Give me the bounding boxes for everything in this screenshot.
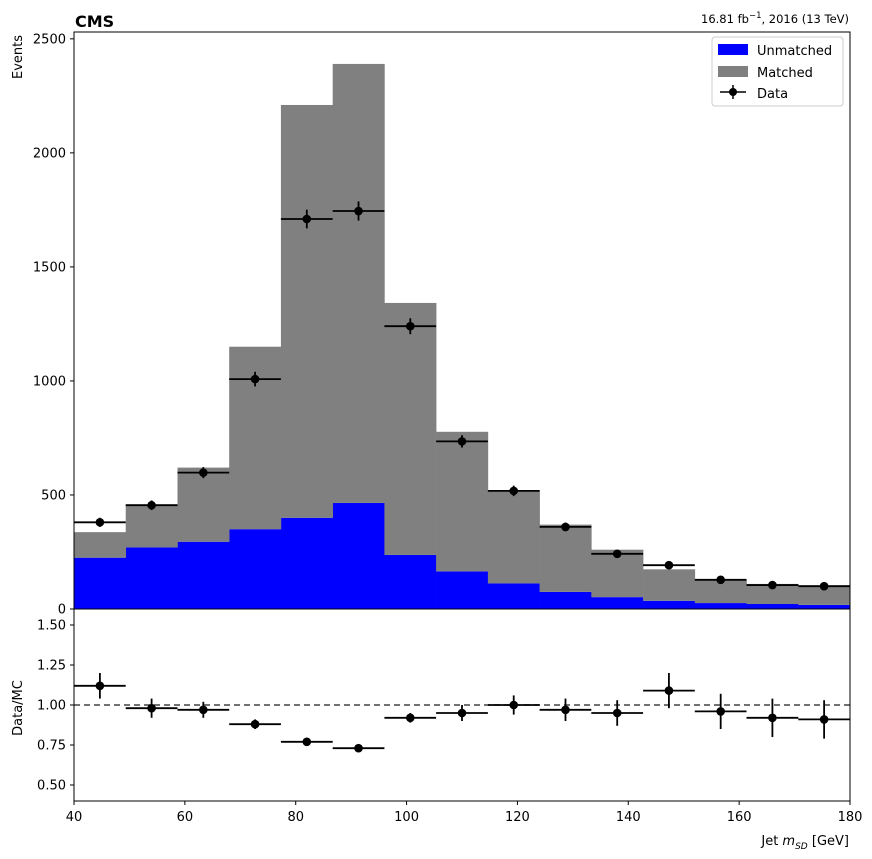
data-point-14 [798,581,850,591]
bar-unmatched-8 [487,583,540,609]
ratio-y-axis-label: Data/MC [11,680,26,736]
stacked-histogram [74,63,851,609]
bar-unmatched-0 [74,557,127,609]
legend-label-unmatched: Unmatched [757,44,832,59]
ratio-point-12 [694,693,747,729]
bar-matched-1 [125,504,178,548]
bar-unmatched-7 [436,571,489,609]
ratio-y-tick-label: 0.50 [37,779,66,794]
bar-unmatched-1 [125,547,178,609]
ratio-point-10 [591,700,644,726]
ratio-y-tick-label: 1.00 [37,699,66,714]
x-axis: 40 60 80 100 120 140 160 180 [66,801,863,825]
bar-unmatched-14 [798,604,851,609]
main-y-tick-label: 2000 [33,146,66,161]
bar-unmatched-10 [591,597,644,609]
main-y-tick-label: 500 [41,488,66,503]
x-tick-label: 60 [177,810,194,825]
main-y-tick-label: 2500 [33,32,66,47]
data-point-7 [436,435,488,448]
main-y-tick-label: 1500 [33,260,66,275]
bar-unmatched-12 [694,603,747,609]
data-point-2 [177,467,230,479]
data-point-11 [643,560,695,570]
ratio-panel: 0.50 0.75 1.00 1.25 1.50 40 60 80 100 120 140 160 1… [11,608,863,852]
luminosity-label: 16.81 fb−1, 2016 (13 TeV) [701,11,849,26]
legend-label-data: Data [757,87,788,102]
bar-matched-5 [332,63,385,503]
x-axis-label: Jet mSD [GeV] [760,834,849,852]
ratio-point-9 [539,698,592,721]
bar-matched-11 [643,569,696,601]
ratio-point-8 [487,695,540,715]
bar-matched-6 [384,302,437,555]
ratio-point-2 [177,701,230,718]
bar-unmatched-13 [746,603,799,609]
x-tick-label: 180 [838,810,863,825]
data-point-1 [125,500,178,511]
legend-swatch-unmatched [718,44,748,55]
legend-label-matched: Matched [757,66,813,81]
bar-matched-9 [539,524,592,592]
ratio-point-5 [332,743,385,753]
bar-unmatched-2 [177,541,230,609]
bar-unmatched-6 [384,554,437,609]
ratio-point-6 [384,713,437,723]
bar-matched-4 [280,104,333,518]
bar-unmatched-11 [643,600,696,609]
ratio-point-14 [798,700,850,739]
legend-marker-data [720,85,746,99]
ratio-points [74,673,850,753]
bar-unmatched-9 [539,591,592,609]
data-point-12 [694,575,747,585]
x-tick-label: 160 [727,810,752,825]
x-tick-label: 100 [394,810,419,825]
legend: Unmatched Matched Data [711,36,844,107]
ratio-y-tick-label: 1.50 [37,619,66,634]
x-tick-label: 120 [505,810,530,825]
ratio-point-13 [746,698,799,737]
data-points [74,201,850,591]
data-point-5 [332,201,385,221]
data-point-9 [539,522,592,532]
bar-matched-14 [798,585,851,605]
data-point-13 [746,580,799,590]
data-point-8 [487,485,540,497]
ratio-point-3 [229,719,281,729]
x-tick-label: 140 [616,810,641,825]
ratio-y-tick-label: 1.25 [37,659,66,674]
main-y-axis-label: Events [11,35,26,79]
bar-matched-12 [694,580,747,604]
bar-matched-7 [436,431,489,572]
data-point-10 [591,549,644,559]
ratio-point-11 [643,673,695,709]
x-tick-label: 40 [66,810,83,825]
data-point-0 [74,517,126,527]
ratio-y-tick-label: 0.75 [37,739,66,754]
bar-matched-2 [177,467,230,542]
x-tick-label: 80 [287,810,304,825]
bar-matched-8 [487,490,540,584]
data-point-3 [229,371,281,387]
cms-label: CMS [75,12,114,31]
main-y-tick-label: 1000 [33,374,66,389]
ratio-y-axis: 0.50 0.75 1.00 1.25 1.50 [37,619,74,794]
ratio-point-4 [280,737,333,747]
data-point-4 [280,209,333,229]
main-y-tick-label: 0 [58,603,66,618]
bar-unmatched-5 [332,502,385,609]
bar-unmatched-4 [280,517,333,609]
main-y-axis: 0 500 1000 1500 2000 2500 [33,32,74,618]
ratio-point-1 [125,698,178,718]
ratio-point-0 [74,673,126,699]
bar-matched-13 [746,583,799,604]
bar-unmatched-3 [229,529,282,609]
ratio-point-7 [436,705,488,721]
main-panel: 0 500 1000 1500 2000 2500 Events [11,31,851,618]
data-point-6 [384,318,437,335]
bar-matched-0 [74,532,127,558]
legend-swatch-matched [718,66,748,77]
